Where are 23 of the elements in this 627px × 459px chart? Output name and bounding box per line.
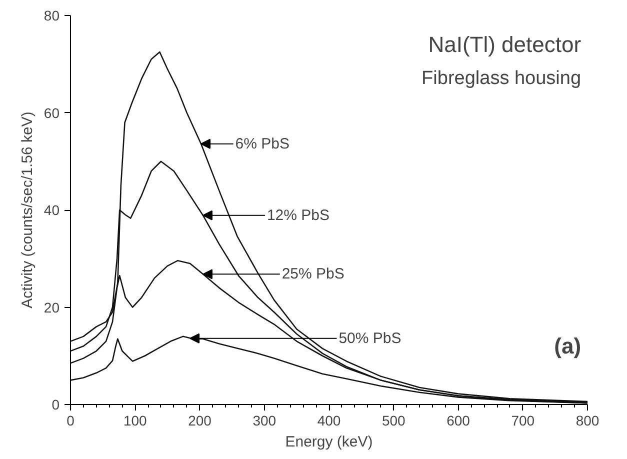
x-tick-label: 100	[123, 412, 148, 428]
x-tick-label: 500	[382, 412, 406, 428]
x-axis-title: Energy (keV)	[285, 434, 373, 450]
x-tick-label: 400	[317, 412, 341, 428]
annotation: 50% PbS	[338, 330, 402, 347]
y-tick-label: 60	[44, 104, 60, 121]
x-tick-label: 600	[446, 412, 470, 428]
y-axis-title: Activity (counts/sec/1.56 keV)	[18, 112, 36, 308]
y-tick-label: 80	[44, 8, 60, 24]
annotation: Fibreglass housing	[422, 68, 582, 90]
annotation: 6% PbS	[235, 135, 290, 152]
y-tick-label: 20	[44, 299, 60, 316]
y-tick-label: 40	[44, 202, 60, 218]
annotation: 12% PbS	[266, 206, 330, 224]
x-tick-label: 0	[66, 412, 75, 428]
annotation: 25% PbS	[282, 266, 344, 283]
y-tick-label: 0	[52, 396, 60, 412]
x-tick-label: 300	[252, 412, 276, 428]
annotation: NaI(Tl) detector	[428, 32, 582, 58]
x-tick-label: 200	[188, 412, 212, 428]
annotation: (a)	[554, 334, 582, 359]
x-tick-label: 700	[511, 412, 535, 428]
x-tick-label: 800	[576, 412, 600, 428]
